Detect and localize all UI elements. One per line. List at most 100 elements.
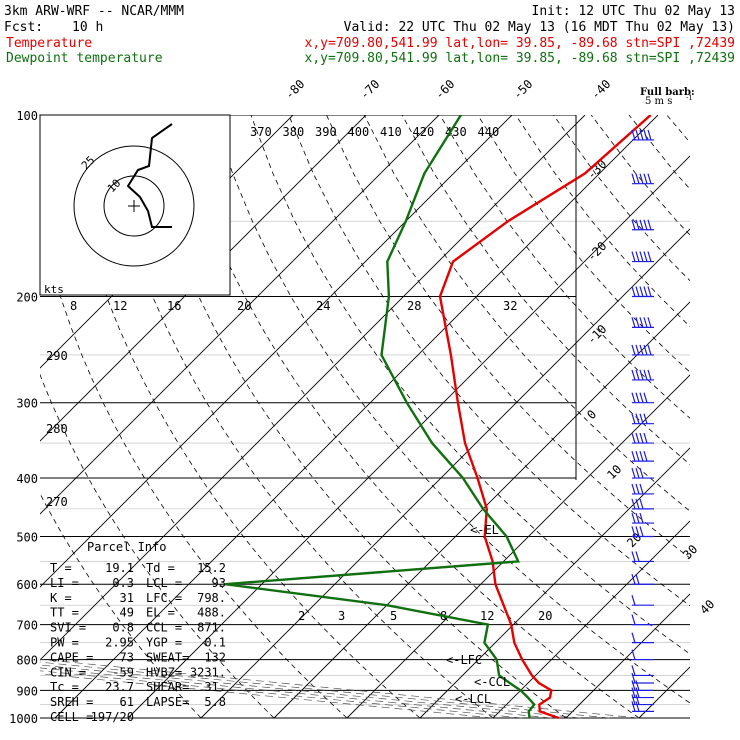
wind-barb-feather: [631, 413, 636, 424]
wind-barb-feather: [647, 173, 652, 184]
wind-barb-feather: [635, 574, 640, 585]
wind-barb-feather: [639, 392, 644, 403]
ccl-marker: <-CCL: [474, 675, 510, 689]
wind-barb-feather: [635, 286, 640, 297]
pressure-tick-label: 900: [16, 684, 38, 698]
wind-barb-feather: [635, 450, 640, 462]
left-theta-label: 270: [46, 495, 68, 509]
theta-label: 390: [315, 125, 337, 139]
dry-adiabat: [174, 115, 640, 719]
isotherm: [40, 115, 586, 661]
parcel-row-value: 93: [212, 576, 226, 590]
wind-barb-feather: [643, 344, 648, 356]
parcel-row-value: 23.7: [105, 680, 134, 694]
parcel-row-label: PW =: [50, 636, 79, 650]
parcel-row-label: K =: [50, 591, 72, 605]
hodograph-trace: [126, 123, 173, 228]
mixing-ratio-label: 3: [338, 609, 345, 623]
wind-barb-feather: [643, 450, 648, 462]
wind-barb-feather: [631, 574, 636, 585]
wind-barb-feather: [635, 392, 640, 403]
wind-barb-feather: [631, 701, 636, 712]
wind-barb-feather: [631, 219, 636, 230]
wind-barb-feather: [639, 369, 644, 381]
dry-adiabat: [61, 115, 421, 719]
wind-barbs: [631, 129, 654, 712]
wind-barb-feather: [631, 450, 636, 462]
parcel-row-value: 132: [204, 650, 226, 664]
wind-barb-feather: [631, 632, 636, 643]
wind-barb-feather: [647, 344, 652, 356]
wind-barb-feather: [631, 251, 636, 262]
sounding-traces: [225, 115, 652, 720]
wind-barb-feather: [639, 483, 644, 495]
wind-barb-feather: [631, 173, 636, 184]
parcel-row-value: 19.1: [105, 561, 134, 575]
wind-barb-feather: [635, 369, 640, 381]
mixing-ratio-label: 16: [167, 299, 181, 313]
wind-barb-feather: [635, 512, 640, 524]
wind-barb-feather: [631, 392, 636, 403]
wind-barb-feather: [631, 498, 636, 510]
dry-adiabat: [477, 115, 690, 373]
wind-barb-feather: [643, 129, 648, 141]
wind-barb-feather: [639, 526, 644, 537]
dry-adiabat: [401, 115, 690, 465]
wind-barb-feather: [631, 649, 636, 660]
forecast-hour: 10 h: [72, 20, 103, 35]
wind-barb-feather: [631, 512, 636, 524]
wind-barb-feather: [631, 344, 636, 356]
isotherm: [40, 115, 513, 588]
theta-label: 420: [413, 125, 435, 139]
wind-barb-feather: [635, 432, 640, 444]
theta-label: 440: [478, 125, 500, 139]
isotherm: [638, 666, 690, 719]
dry-adiabat: [137, 115, 567, 719]
left-theta-label: 290: [46, 349, 68, 363]
mixing-ratio-label: 5: [390, 609, 397, 623]
theta-label: 380: [283, 125, 305, 139]
dewpoint-location: x,y=709.80,541.99 lat,lon= 39.85, -89.68…: [305, 51, 735, 66]
parcel-row-label: T =: [50, 561, 72, 575]
isotherm: [565, 593, 690, 719]
mixing-ratio-label: 2: [298, 609, 305, 623]
isotherm: [419, 447, 690, 719]
parcel-row-label: SVI =: [50, 621, 86, 635]
wind-barb-feather: [635, 317, 640, 328]
temperature-trace: [438, 115, 652, 720]
mixing-ratio-label: 28: [407, 299, 421, 313]
dry-adiabat: [515, 115, 690, 328]
wind-barb-feather: [631, 526, 636, 537]
pressure-tick-label: 500: [16, 530, 38, 544]
parcel-row-label: CIN =: [50, 665, 86, 679]
temp-right-label: -10: [584, 322, 609, 347]
temp-right-label: -20: [584, 239, 609, 264]
dry-adiabat: [40, 492, 202, 719]
wind-barb-feather: [643, 219, 648, 230]
wind-barb-feather: [639, 413, 644, 424]
mixing-ratio-label: 12: [113, 299, 127, 313]
wind-barb-feather: [639, 432, 644, 444]
theta-label: 410: [380, 125, 402, 139]
wind-barb-feather: [647, 219, 652, 230]
dry-adiabat: [628, 115, 690, 190]
wind-barb-feather: [643, 173, 648, 184]
theta-label: 400: [348, 125, 370, 139]
wind-barb-feather: [635, 701, 640, 712]
wind-barb-feather: [643, 413, 648, 424]
parcel-info-title: Parcel Info: [87, 540, 166, 554]
wind-barb-feather: [635, 680, 640, 691]
parcel-row-label: CAPE =: [50, 650, 93, 664]
dry-adiabat: [666, 115, 690, 144]
wind-barb-feather: [647, 286, 652, 297]
wind-barb-feather: [631, 483, 636, 495]
wind-barb-feather: [639, 129, 644, 141]
dry-adiabat: [705, 115, 740, 718]
parcel-row-label: CELL =: [50, 710, 93, 724]
wind-barb-feather: [631, 369, 636, 381]
parcel-row-label: YGP =: [146, 636, 182, 650]
wind-barb-feather: [631, 665, 636, 676]
mixing-ratio-label: 20: [237, 299, 251, 313]
pressure-tick-label: 700: [16, 619, 38, 633]
parcel-row-value: 49: [120, 606, 134, 620]
